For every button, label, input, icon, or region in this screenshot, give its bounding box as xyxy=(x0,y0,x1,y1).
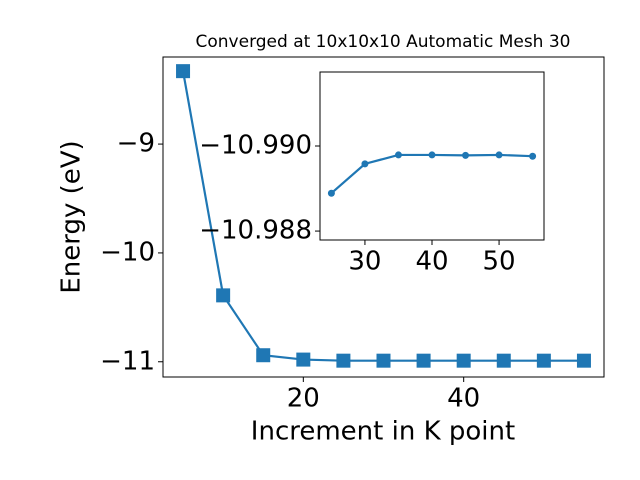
marker xyxy=(496,353,511,368)
marker xyxy=(416,353,431,368)
marker xyxy=(428,151,436,159)
y-tick-label: −10 xyxy=(100,237,155,267)
marker xyxy=(576,353,591,368)
x-tick-label: 50 xyxy=(483,247,516,277)
y-tick-label: −9 xyxy=(117,129,155,159)
marker xyxy=(327,189,335,197)
marker xyxy=(495,151,503,159)
y-tick-label: −10.990 xyxy=(199,131,312,161)
marker xyxy=(456,353,471,368)
marker xyxy=(361,160,369,168)
x-tick-label: 40 xyxy=(447,384,480,414)
x-tick-label: 40 xyxy=(415,247,448,277)
marker xyxy=(462,151,470,159)
marker xyxy=(176,64,191,79)
marker xyxy=(394,151,402,159)
marker xyxy=(536,353,551,368)
x-tick-label: 20 xyxy=(287,384,320,414)
marker xyxy=(216,288,231,303)
marker xyxy=(296,352,311,367)
y-axis-label: Energy (eV) xyxy=(57,140,87,293)
x-axis-label: Increment in K point xyxy=(251,417,515,447)
marker xyxy=(336,353,351,368)
x-tick-label: 30 xyxy=(348,247,381,277)
marker xyxy=(529,152,537,160)
y-tick-label: −10.988 xyxy=(199,216,312,246)
y-tick-label: −11 xyxy=(100,346,155,376)
chart-title: Converged at 10x10x10 Automatic Mesh 30 xyxy=(196,32,571,52)
marker xyxy=(256,348,271,363)
marker xyxy=(376,353,391,368)
